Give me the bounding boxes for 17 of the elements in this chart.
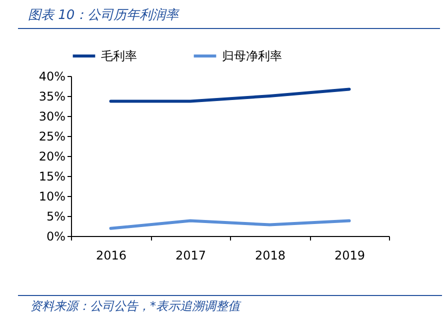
y-tick-label: 35% — [38, 90, 66, 104]
y-tick-label: 40% — [38, 70, 66, 84]
y-tick-label: 0% — [46, 230, 66, 244]
legend-label: 归母净利率 — [222, 49, 282, 63]
x-tick-label: 2019 — [334, 248, 366, 262]
y-tick-label: 15% — [38, 170, 66, 184]
y-tick-label: 30% — [38, 110, 66, 124]
chart-title: 图表 10：公司历年利润率 — [18, 6, 440, 29]
y-tick-label: 25% — [38, 130, 66, 144]
x-tick-label: 2018 — [254, 248, 286, 262]
y-tick-label: 20% — [38, 150, 66, 164]
text: 资料来源：公司公告，*表示追溯调整值 — [18, 295, 442, 315]
x-tick-label: 2017 — [175, 248, 206, 262]
x-tick-label: 2016 — [96, 248, 127, 262]
y-tick-label: 10% — [38, 190, 66, 204]
y-tick-label: 5% — [46, 210, 66, 224]
legend-label: 毛利率 — [101, 49, 137, 63]
